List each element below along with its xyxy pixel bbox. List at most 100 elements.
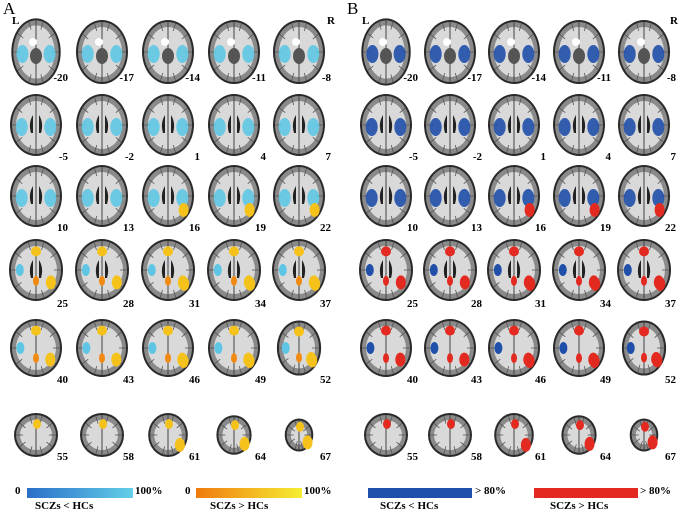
slice-z-label: 67	[320, 451, 331, 463]
colorbar-a2-min: 0	[185, 485, 191, 497]
brain-slice	[360, 94, 412, 156]
brain-slice	[618, 94, 670, 156]
slice-z-label: 1	[540, 151, 547, 163]
slice-z-label: 25	[57, 298, 68, 310]
right-hemisphere-label-a: R	[327, 15, 335, 27]
colorbar-b2-caption: SCZs > HCs	[550, 500, 609, 512]
slice-z-label: -14	[185, 72, 200, 84]
brain-slice	[488, 20, 540, 84]
brain-slice	[487, 239, 541, 301]
right-hemisphere-label-b: R	[670, 15, 678, 27]
brain-slice	[142, 319, 194, 377]
brain-slice	[76, 319, 128, 377]
slice-z-label: 67	[665, 451, 676, 463]
brain-slice	[424, 165, 476, 227]
brain-slice	[9, 239, 63, 301]
left-hemisphere-label-a: L	[12, 15, 20, 27]
brain-slice	[360, 319, 412, 377]
slice-z-label: -11	[596, 72, 611, 84]
slice-z-label: 64	[600, 451, 611, 463]
colorbar-a1-max: 100%	[135, 485, 163, 497]
slice-z-label: 46	[189, 374, 200, 386]
slice-z-label: 31	[535, 298, 546, 310]
slice-z-label: 52	[665, 374, 676, 386]
slice-z-label: -17	[467, 72, 482, 84]
brain-slice	[142, 165, 194, 227]
slice-z-label: 13	[471, 222, 482, 234]
colorbar-a1-caption: SCZs < HCs	[35, 500, 94, 512]
slice-z-label: 4	[605, 151, 612, 163]
slice-z-label: -5	[58, 151, 68, 163]
slice-z-label: 19	[600, 222, 611, 234]
brain-slice	[141, 239, 195, 301]
slice-z-label: 28	[471, 298, 482, 310]
brain-slice	[148, 413, 188, 457]
brain-slice	[142, 20, 194, 84]
brain-slice	[14, 413, 58, 457]
colorbar-a2-max: 100%	[304, 485, 332, 497]
brain-slice	[361, 18, 411, 86]
colorbar-a-decrease	[27, 488, 133, 498]
slice-z-label: 28	[123, 298, 134, 310]
slice-z-label: 34	[600, 298, 611, 310]
brain-slice	[207, 239, 261, 301]
brain-slice	[284, 418, 314, 452]
brain-slice	[424, 94, 476, 156]
left-hemisphere-label-b: L	[362, 15, 370, 27]
brain-slice	[80, 413, 124, 457]
brain-slice	[273, 94, 325, 156]
brain-slice	[629, 418, 659, 452]
slice-z-label: -11	[251, 72, 266, 84]
slice-z-label: 37	[665, 298, 676, 310]
slice-z-label: 22	[665, 222, 676, 234]
brain-slice	[364, 413, 408, 457]
slice-z-label: -20	[53, 72, 68, 84]
slice-z-label: 49	[255, 374, 266, 386]
colorbar-a2-caption: SCZs > HCs	[210, 500, 269, 512]
slice-z-label: 13	[123, 222, 134, 234]
slice-z-label: 46	[535, 374, 546, 386]
panel-letter-a: A	[3, 0, 16, 18]
slice-z-label: -14	[531, 72, 546, 84]
slice-z-label: 7	[325, 151, 332, 163]
slice-z-label: 10	[407, 222, 418, 234]
slice-z-label: -8	[321, 72, 331, 84]
slice-z-label: 49	[600, 374, 611, 386]
slice-z-label: 58	[123, 451, 134, 463]
slice-z-label: 19	[255, 222, 266, 234]
colorbar-b1-caption: SCZs < HCs	[380, 500, 439, 512]
slice-z-label: -8	[666, 72, 676, 84]
brain-slice	[142, 94, 194, 156]
slice-z-label: 7	[670, 151, 677, 163]
slice-z-label: -2	[124, 151, 134, 163]
slice-z-label: 34	[255, 298, 266, 310]
brain-slice	[488, 165, 540, 227]
brain-slice	[273, 165, 325, 227]
brain-slice	[10, 94, 62, 156]
colorbar-b1-max: > 80%	[475, 485, 507, 497]
brain-slice	[561, 415, 597, 455]
colorbar-a1-min: 0	[15, 485, 21, 497]
slice-z-label: 4	[260, 151, 267, 163]
slice-z-label: -17	[119, 72, 134, 84]
brain-slice	[359, 239, 413, 301]
slice-z-label: 43	[471, 374, 482, 386]
brain-slice	[553, 20, 605, 84]
slice-z-label: 40	[407, 374, 418, 386]
slice-z-label: 61	[535, 451, 546, 463]
slice-z-label: 40	[57, 374, 68, 386]
brain-slice	[618, 165, 670, 227]
brain-slice	[424, 20, 476, 84]
brain-slice	[208, 94, 260, 156]
slice-z-label: 43	[123, 374, 134, 386]
slice-z-label: 10	[57, 222, 68, 234]
brain-slice	[216, 415, 252, 455]
panel-letter-b: B	[347, 0, 359, 18]
brain-slice	[273, 20, 325, 84]
slice-z-label: -5	[408, 151, 418, 163]
brain-slice	[76, 165, 128, 227]
brain-slice	[494, 413, 534, 457]
brain-slice	[553, 165, 605, 227]
